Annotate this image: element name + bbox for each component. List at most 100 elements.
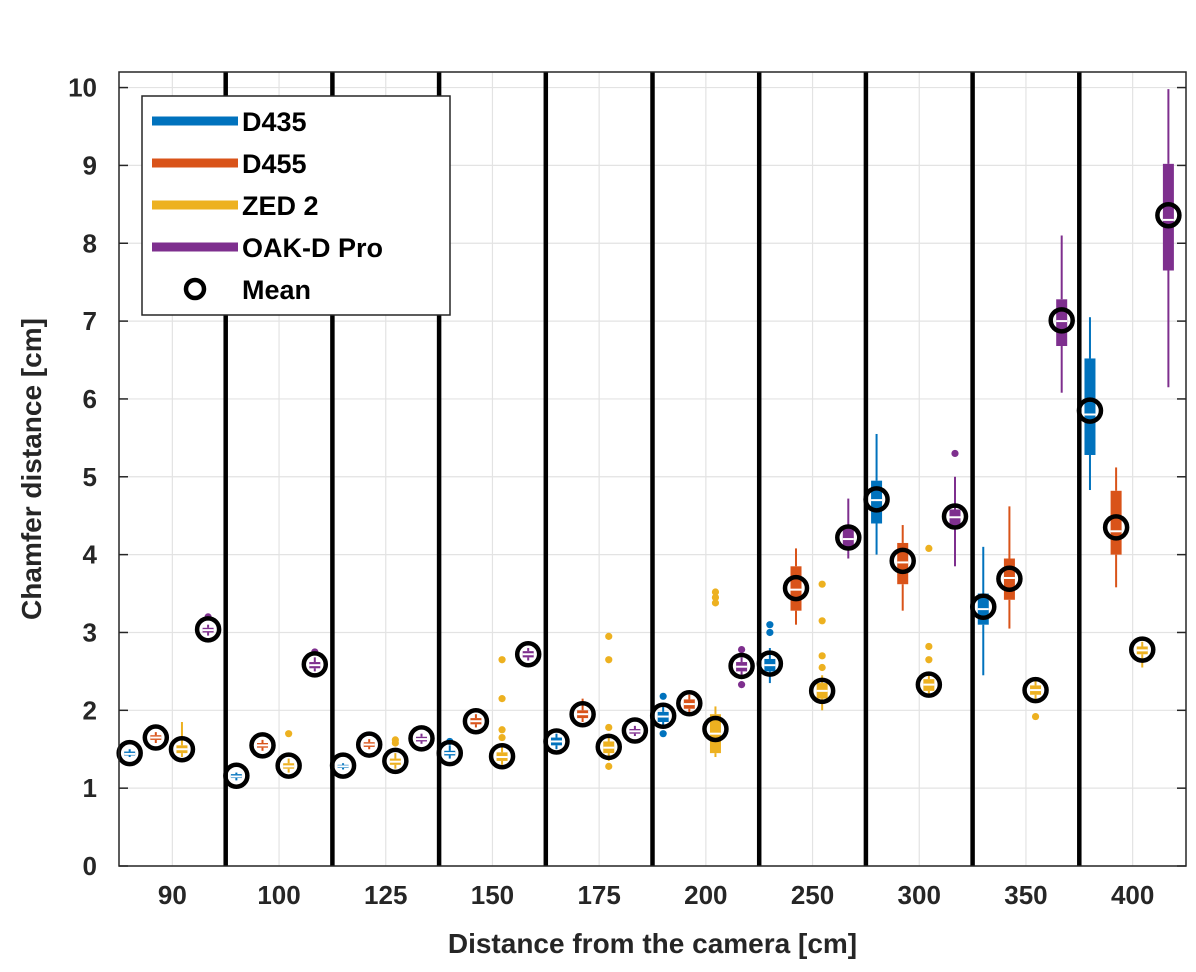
outlier-point	[498, 733, 506, 742]
box-iqr	[1056, 299, 1068, 347]
legend-item: D455	[152, 149, 307, 179]
boxplot-d455	[782, 548, 810, 625]
mean-marker	[223, 762, 250, 789]
boxplot-oak-d-pro	[408, 725, 435, 752]
outlier-point	[711, 588, 720, 596]
legend-label: ZED 2	[242, 191, 319, 221]
mean-marker	[941, 503, 969, 530]
x-axis-label: Distance from the camera [cm]	[448, 928, 857, 959]
mean-marker	[382, 747, 409, 775]
mean-marker	[808, 677, 836, 705]
legend-label: OAK-D Pro	[242, 233, 383, 263]
outlier-point	[605, 632, 613, 640]
mean-marker	[863, 486, 890, 513]
outlier-point	[659, 692, 667, 700]
mean-marker	[970, 593, 997, 621]
boxplot-zed-2	[275, 730, 302, 779]
box-iqr	[1110, 490, 1122, 555]
legend-label: D455	[242, 149, 307, 179]
y-tick-label: 5	[83, 462, 97, 492]
boxplot-zed-2	[488, 656, 516, 770]
boxplot-d455	[569, 698, 596, 728]
outlier-point	[1031, 712, 1040, 721]
box-iqr	[842, 527, 854, 547]
x-tick-label: 250	[791, 880, 834, 910]
box-iqr	[1084, 358, 1096, 455]
mean-marker	[301, 651, 329, 678]
outlier-point	[659, 730, 667, 738]
outlier-point	[737, 645, 746, 654]
mean-marker	[275, 752, 302, 779]
mean-marker	[676, 690, 703, 717]
legend-item: OAK-D Pro	[152, 233, 383, 263]
mean-marker	[436, 739, 464, 767]
outlier-point	[498, 656, 506, 664]
x-tick-label: 400	[1111, 880, 1154, 910]
y-tick-label: 9	[83, 150, 97, 180]
boxplot-zed-2	[595, 632, 623, 770]
boxplot-d435	[649, 692, 677, 738]
outlier-point	[818, 580, 826, 588]
legend-item: ZED 2	[152, 191, 319, 221]
y-tick-label: 1	[83, 773, 97, 803]
boxplot-oak-d-pro	[301, 648, 329, 678]
outlier-point	[498, 695, 506, 703]
mean-marker	[1076, 397, 1104, 424]
mean-marker	[168, 735, 196, 763]
axes-layer	[118, 71, 1187, 867]
outlier-point	[605, 723, 613, 732]
x-tick-label: 300	[898, 880, 941, 910]
outlier-point	[605, 656, 613, 664]
boxplot-oak-d-pro	[941, 449, 969, 567]
outlier-point	[951, 449, 959, 458]
boxplot-d435	[863, 433, 890, 555]
boxplot-layer	[116, 89, 1182, 789]
box-iqr	[871, 480, 883, 524]
outlier-point	[925, 544, 933, 553]
y-tick-label: 7	[83, 306, 97, 336]
mean-marker	[329, 752, 357, 779]
mean-marker	[621, 717, 649, 744]
x-tick-label: 150	[471, 880, 514, 910]
boxplot-zed-2	[915, 544, 943, 698]
y-tick-label: 0	[83, 851, 97, 881]
y-tick-label: 6	[83, 384, 97, 414]
boxplot-d435	[436, 737, 464, 767]
boxplot-zed-2	[1129, 636, 1156, 668]
legend-label: D435	[242, 107, 307, 137]
boxplot-d455	[1102, 467, 1130, 588]
mean-marker	[462, 707, 490, 735]
boxplot-d455	[996, 506, 1023, 629]
mean-marker	[142, 724, 170, 751]
boxplot-zed-2	[168, 721, 196, 763]
x-tick-label: 350	[1004, 880, 1047, 910]
mean-marker	[889, 547, 916, 575]
mean-marker	[756, 650, 784, 677]
x-tick-labels: 90 100 125 150 175 200 250 300 350 400	[158, 880, 1154, 910]
boxplot-d455	[142, 724, 170, 751]
outlier-point	[737, 681, 746, 689]
boxplot-d435	[329, 752, 357, 779]
mean-marker	[569, 700, 596, 728]
y-tick-label: 3	[83, 617, 97, 647]
mean-marker	[1129, 636, 1156, 663]
boxplot-zed-2	[1022, 676, 1049, 721]
boxplot-oak-d-pro	[194, 613, 222, 643]
x-tick-label: 175	[577, 880, 620, 910]
mean-marker	[194, 616, 222, 643]
mean-marker	[408, 725, 435, 752]
box-iqr	[1003, 558, 1015, 600]
mean-marker	[728, 652, 755, 680]
boxplot-zed-2	[808, 580, 836, 711]
boxplot-d435	[970, 546, 997, 676]
outlier-point	[766, 621, 774, 629]
legend: D435 D455 ZED 2 OAK-D Pro Mean	[141, 95, 451, 316]
mean-marker	[702, 715, 729, 743]
boxplot-d435	[1076, 317, 1104, 491]
axes-box	[118, 71, 1187, 867]
mean-marker	[514, 641, 542, 668]
boxplot-d435	[543, 728, 570, 755]
y-tick-labels: 0 1 2 3 4 5 6 7 8 9 10	[68, 73, 97, 881]
mean-marker	[1022, 676, 1049, 704]
